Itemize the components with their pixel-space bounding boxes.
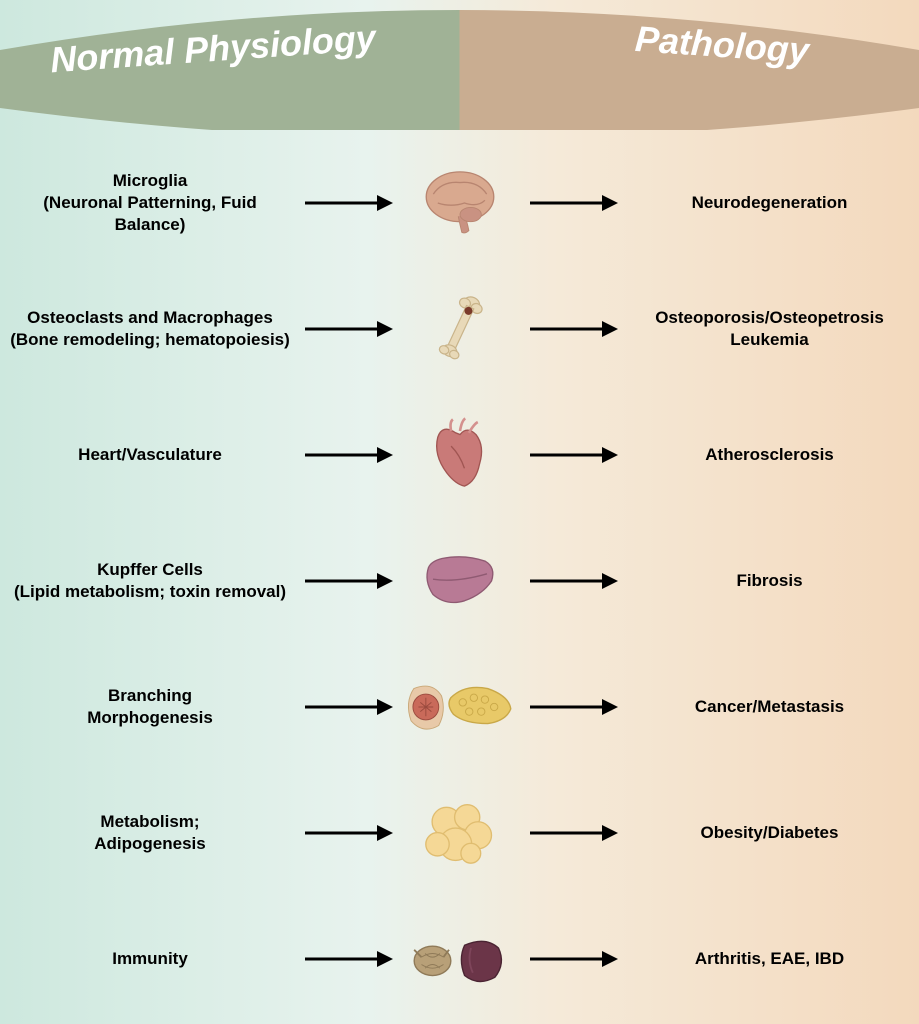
arrow-icon xyxy=(528,947,618,971)
arrow-icon xyxy=(528,821,618,845)
bone-icon xyxy=(415,289,505,369)
organ-liver xyxy=(395,541,525,621)
pathology-label-mammary: Cancer/Metastasis xyxy=(620,696,919,718)
arrow-icon xyxy=(303,317,393,341)
row-adipose: Metabolism;Adipogenesis Obesity/Diabetes xyxy=(0,770,919,896)
arrow-left-adipose xyxy=(300,821,395,845)
arrow-icon xyxy=(528,569,618,593)
brain-icon xyxy=(415,163,505,243)
header-arc: Normal Physiology Pathology xyxy=(0,0,919,130)
organ-lymph-spleen xyxy=(395,919,525,999)
arrow-icon xyxy=(528,695,618,719)
organ-adipose xyxy=(395,793,525,873)
arrow-left-liver xyxy=(300,569,395,593)
pathology-label-brain: Neurodegeneration xyxy=(620,192,919,214)
row-bone: Osteoclasts and Macrophages(Bone remodel… xyxy=(0,266,919,392)
physiology-label-bone: Osteoclasts and Macrophages(Bone remodel… xyxy=(0,307,300,351)
organ-heart xyxy=(395,415,525,495)
adipose-icon xyxy=(415,793,505,873)
pathology-label-immunity: Arthritis, EAE, IBD xyxy=(620,948,919,970)
arrow-right-brain xyxy=(525,191,620,215)
arrow-right-bone xyxy=(525,317,620,341)
liver-icon xyxy=(415,541,505,621)
content-rows: Microglia(Neuronal Patterning, Fuid Bala… xyxy=(0,140,919,1022)
arrow-icon xyxy=(528,191,618,215)
arrow-icon xyxy=(303,443,393,467)
organ-brain xyxy=(395,163,525,243)
row-immunity: Immunity Arthritis, EAE, IBD xyxy=(0,896,919,1022)
arrow-icon xyxy=(303,821,393,845)
arrow-left-immunity xyxy=(300,947,395,971)
arrow-left-mammary xyxy=(300,695,395,719)
arrow-right-immunity xyxy=(525,947,620,971)
row-brain: Microglia(Neuronal Patterning, Fuid Bala… xyxy=(0,140,919,266)
organ-mammary-pancreas xyxy=(395,667,525,747)
arrow-right-mammary xyxy=(525,695,620,719)
arrow-icon xyxy=(528,317,618,341)
physiology-label-liver: Kupffer Cells(Lipid metabolism; toxin re… xyxy=(0,559,300,603)
organ-bone xyxy=(395,289,525,369)
pathology-label-bone: Osteoporosis/OsteopetrosisLeukemia xyxy=(620,307,919,351)
row-mammary-pancreas: BranchingMorphogenesis Cancer/Metastasis xyxy=(0,644,919,770)
arrow-icon xyxy=(303,947,393,971)
pathology-label-adipose: Obesity/Diabetes xyxy=(620,822,919,844)
arrow-icon xyxy=(303,695,393,719)
pathology-label-liver: Fibrosis xyxy=(620,570,919,592)
arrow-right-heart xyxy=(525,443,620,467)
arrow-left-bone xyxy=(300,317,395,341)
mammary-pancreas-icon xyxy=(400,667,520,747)
physiology-label-adipose: Metabolism;Adipogenesis xyxy=(0,811,300,855)
arrow-left-heart xyxy=(300,443,395,467)
arrow-right-liver xyxy=(525,569,620,593)
arrow-icon xyxy=(303,191,393,215)
arrow-right-adipose xyxy=(525,821,620,845)
arrow-left-brain xyxy=(300,191,395,215)
heart-icon xyxy=(415,415,505,495)
arrow-icon xyxy=(303,569,393,593)
row-heart: Heart/Vasculature Atherosclerosis xyxy=(0,392,919,518)
row-liver: Kupffer Cells(Lipid metabolism; toxin re… xyxy=(0,518,919,644)
lymph-spleen-icon xyxy=(405,919,515,999)
physiology-label-heart: Heart/Vasculature xyxy=(0,444,300,466)
arrow-icon xyxy=(528,443,618,467)
pathology-label-heart: Atherosclerosis xyxy=(620,444,919,466)
physiology-label-mammary: BranchingMorphogenesis xyxy=(0,685,300,729)
physiology-label-immunity: Immunity xyxy=(0,948,300,970)
physiology-label-brain: Microglia(Neuronal Patterning, Fuid Bala… xyxy=(0,170,300,236)
